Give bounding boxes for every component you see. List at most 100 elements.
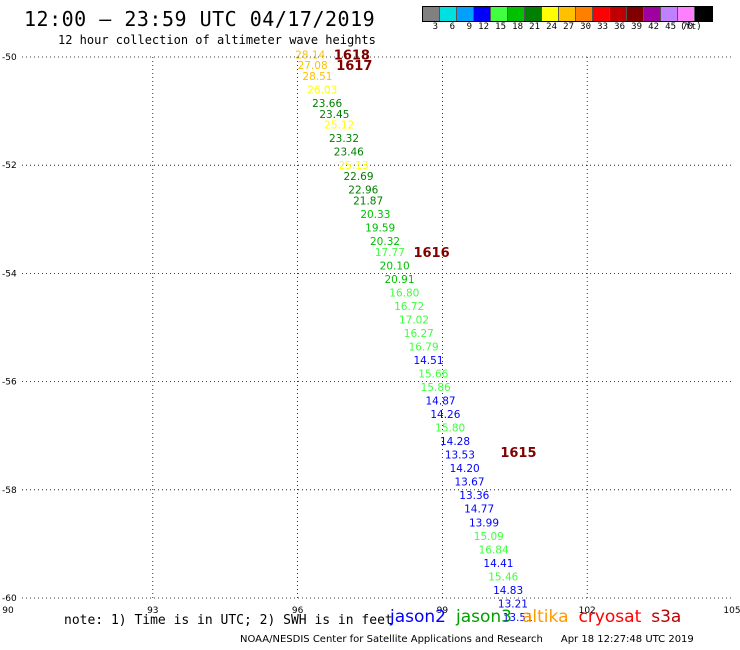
- legend-swatch: [542, 7, 559, 21]
- swh-point-label: 17.77: [375, 247, 405, 259]
- satellite-name-s3a: s3a: [651, 607, 682, 627]
- legend-tick-label: 45: [665, 22, 676, 32]
- longitude-tick-label: 99: [437, 606, 449, 616]
- page-subtitle: 12 hour collection of altimeter wave hei…: [58, 33, 376, 47]
- swh-point-label: 27.08: [298, 60, 328, 72]
- legend-swatch: [661, 7, 678, 21]
- swh-point-label: 15.80: [435, 423, 465, 435]
- legend-tick-label: 18: [512, 22, 523, 32]
- latitude-tick-label: -58: [2, 486, 17, 496]
- satellite-name-jason2: jason2: [390, 607, 446, 627]
- swh-point-label: 20.91: [384, 274, 414, 286]
- swh-point-label: 23.66: [312, 98, 342, 110]
- legend-tick-label: 21: [529, 22, 540, 32]
- footer-credit: NOAA/NESDIS Center for Satellite Applica…: [240, 634, 694, 645]
- swh-point-label: 13.21: [498, 598, 528, 610]
- swh-point-label: 28.14: [295, 49, 325, 61]
- swh-point-label: 14.20: [450, 463, 480, 475]
- swh-point-label: 16.79: [409, 341, 439, 353]
- latitude-tick-label: -56: [2, 378, 17, 388]
- legend-tick-label: 24: [546, 22, 557, 32]
- longitude-tick-label: 90: [2, 606, 14, 616]
- legend-swatch: [695, 7, 712, 21]
- legend-swatch: [457, 7, 474, 21]
- pass-time-label: 1616: [413, 246, 449, 261]
- swh-point-label: 15.46: [488, 571, 518, 583]
- swh-point-label: 23.46: [334, 147, 364, 159]
- swh-point-label: 16.72: [394, 301, 424, 313]
- swh-point-label: 19.59: [365, 222, 395, 234]
- satellite-key: jason2 jason3 altika cryosat s3a: [390, 607, 691, 627]
- legend-tick-label: 12: [478, 22, 489, 32]
- swh-point-label: 23.45: [319, 109, 349, 121]
- pass-time-label: 1615: [500, 446, 536, 461]
- legend-swatch: [559, 7, 576, 21]
- latitude-tick-label: -54: [2, 269, 17, 279]
- legend-tick-label: 6: [449, 22, 455, 32]
- swh-point-label: 13.51: [503, 612, 533, 624]
- swh-point-label: 14.83: [493, 585, 523, 597]
- satellite-name-altika: altika: [522, 607, 569, 627]
- swh-point-label: 14.28: [440, 436, 470, 448]
- legend-tick-label: 36: [614, 22, 625, 32]
- swh-point-label: 13.67: [454, 477, 484, 489]
- swh-point-label: 16.84: [479, 544, 509, 556]
- swh-point-label: 16.80: [389, 287, 419, 299]
- swh-point-label: 15.66: [418, 368, 448, 380]
- swh-point-label: 15.86: [421, 382, 451, 394]
- longitude-tick-label: 102: [579, 606, 596, 616]
- swh-point-label: 22.96: [348, 185, 378, 197]
- swh-point-label: 25.13: [339, 160, 369, 172]
- legend-swatch: [474, 7, 491, 21]
- legend-unit-label: (ft): [680, 22, 702, 32]
- swh-point-label: 14.41: [483, 558, 513, 570]
- longitude-tick-label: 96: [292, 606, 304, 616]
- swh-point-label: 14.26: [430, 409, 460, 421]
- legend-swatch: [610, 7, 627, 21]
- legend-tick-labels: 3 6 9 12 15 18 21 24 27 30 33 36 39 42 45 70 (ft): [422, 22, 703, 32]
- legend-swatch: [508, 7, 525, 21]
- wave-height-color-legend: [422, 6, 713, 22]
- legend-swatch: [644, 7, 661, 21]
- generated-timestamp: Apr 18 12:27:48 UTC 2019: [560, 634, 694, 645]
- swh-point-label: 20.32: [370, 236, 400, 248]
- swh-point-label: 25.12: [324, 120, 354, 132]
- footer-note: note: 1) Time is in UTC; 2) SWH is in fe…: [64, 613, 393, 628]
- legend-tick-label: 27: [563, 22, 574, 32]
- swh-point-label: 16.27: [404, 328, 434, 340]
- swh-point-label: 17.02: [399, 314, 429, 326]
- swh-point-label: 23.32: [329, 133, 359, 145]
- legend-swatch: [627, 7, 644, 21]
- latitude-tick-label: -50: [2, 53, 17, 63]
- swh-point-label: 13.36: [459, 490, 489, 502]
- legend-swatch: [525, 7, 542, 21]
- swh-point-label: 26.03: [307, 84, 337, 96]
- legend-swatch: [678, 7, 695, 21]
- swh-point-label: 20.33: [360, 209, 390, 221]
- latitude-tick-label: -60: [2, 594, 17, 604]
- longitude-tick-label: 93: [147, 606, 158, 616]
- legend-tick-label: 30: [580, 22, 591, 32]
- credit-text: NOAA/NESDIS Center for Satellite Applica…: [240, 634, 543, 645]
- satellite-name-jason3: jason3: [456, 607, 512, 627]
- swh-point-label: 13.53: [445, 450, 475, 462]
- swh-point-label: 22.69: [343, 171, 373, 183]
- latitude-tick-label: -52: [2, 161, 17, 171]
- swh-point-label: 20.10: [380, 260, 410, 272]
- legend-swatch: [576, 7, 593, 21]
- pass-time-label: 1618: [334, 48, 370, 63]
- swh-point-label: 14.77: [464, 504, 494, 516]
- satellite-name-cryosat: cryosat: [578, 607, 642, 627]
- legend-swatch: [423, 7, 440, 21]
- page-title: 12:00 — 23:59 UTC 04/17/2019: [24, 7, 376, 31]
- legend-swatch: [593, 7, 610, 21]
- swh-point-label: 13.99: [469, 517, 499, 529]
- legend-swatch: [491, 7, 508, 21]
- legend-tick-label: 3: [432, 22, 438, 32]
- legend-tick-label: 9: [466, 22, 472, 32]
- legend-tick-label: 39: [631, 22, 642, 32]
- legend-tick-label: 42: [648, 22, 659, 32]
- legend-tick-label: 33: [597, 22, 608, 32]
- swh-point-label: 21.87: [353, 195, 383, 207]
